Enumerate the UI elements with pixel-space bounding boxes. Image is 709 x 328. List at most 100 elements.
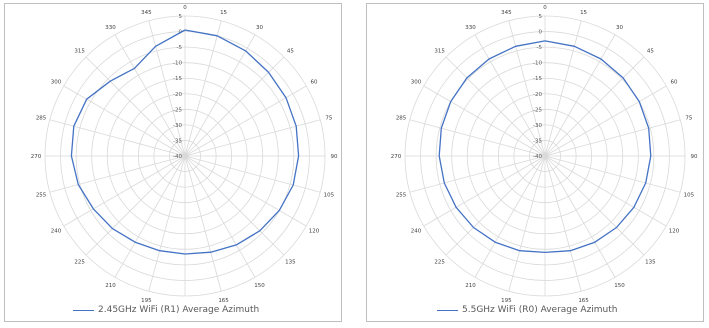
- radial-tick-label: -40: [533, 154, 542, 160]
- grid-spoke: [409, 155, 546, 193]
- radial-tick-label: -40: [173, 154, 182, 160]
- polar-chart-5-5ghz: 0153045607590105120135150165180195210225…: [391, 5, 698, 302]
- angle-label: 105: [324, 193, 335, 199]
- angle-label: 135: [645, 259, 656, 265]
- grid-spoke: [184, 20, 222, 157]
- angle-label: 0: [543, 5, 547, 11]
- grid-spoke: [445, 56, 546, 157]
- angle-label: 285: [396, 115, 407, 121]
- grid-spoke: [184, 155, 285, 256]
- angle-label: 90: [331, 154, 338, 160]
- radial-tick-label: -30: [533, 123, 542, 129]
- grid-spoke: [63, 155, 186, 227]
- radial-tick-label: 5: [539, 14, 543, 20]
- angle-label: 270: [31, 154, 42, 160]
- grid-spoke: [63, 85, 186, 157]
- radial-tick-label: -20: [173, 92, 182, 98]
- angle-label: 165: [578, 298, 589, 302]
- angle-label: 150: [614, 283, 625, 289]
- angle-label: 315: [74, 49, 85, 55]
- grid-spoke: [544, 155, 645, 256]
- grid-spoke: [423, 85, 546, 157]
- series-line-0: [70, 29, 300, 255]
- radial-tick-label: -15: [173, 76, 182, 82]
- angle-label: 150: [254, 283, 265, 289]
- radial-tick-label: -25: [173, 107, 182, 113]
- angle-label: 120: [669, 229, 680, 235]
- radial-tick-label: -5: [537, 45, 543, 51]
- radial-tick-label: -20: [533, 92, 542, 98]
- angle-label: 345: [141, 10, 152, 16]
- grid-spoke: [49, 119, 186, 157]
- radial-tick-label: -5: [177, 45, 183, 51]
- grid-spoke: [184, 155, 222, 292]
- radial-tick-label: -35: [173, 138, 182, 144]
- polar-chart-2-45ghz: 0153045607590105120135150165180195210225…: [31, 5, 338, 302]
- chart-panel-5-5ghz: 0153045607590105120135150165180195210225…: [366, 3, 704, 322]
- grid-spoke: [184, 155, 307, 227]
- grid-spoke: [445, 155, 546, 256]
- grid-spoke: [184, 155, 321, 193]
- angle-label: 135: [285, 259, 296, 265]
- grid-spoke: [423, 155, 546, 227]
- angle-label: 15: [220, 10, 227, 16]
- angle-label: 195: [501, 298, 512, 302]
- grid-spoke: [184, 155, 256, 278]
- legend: 2.45GHz WiFi (R1) Average Azimuth: [73, 302, 259, 318]
- radial-tick-label: -25: [533, 107, 542, 113]
- radial-tick-label: -15: [533, 76, 542, 82]
- angle-label: 225: [74, 259, 85, 265]
- angle-label: 195: [141, 298, 152, 302]
- angle-label: 15: [580, 10, 587, 16]
- angle-label: 315: [434, 49, 445, 55]
- angle-label: 30: [616, 25, 623, 31]
- angle-label: 225: [434, 259, 445, 265]
- angle-label: 300: [51, 80, 62, 86]
- grid-spoke: [148, 20, 186, 157]
- angle-label: 210: [105, 283, 116, 289]
- grid-spoke: [508, 155, 546, 292]
- legend-line-swatch: [437, 309, 458, 311]
- angle-label: 345: [501, 10, 512, 16]
- angle-label: 75: [325, 115, 332, 121]
- radial-tick-label: 5: [179, 14, 183, 20]
- legend-line-swatch: [73, 309, 94, 311]
- radial-tick-label: -10: [173, 61, 182, 67]
- angle-label: 210: [465, 283, 476, 289]
- grid-spoke: [148, 155, 186, 292]
- grid-spoke: [508, 20, 546, 157]
- angle-label: 45: [287, 49, 294, 55]
- grid-spoke: [544, 20, 582, 157]
- angle-label: 285: [36, 115, 47, 121]
- grid-spoke: [49, 155, 186, 193]
- grid-spoke: [114, 155, 186, 278]
- grid-spoke: [85, 155, 186, 256]
- angle-label: 30: [256, 25, 263, 31]
- radial-tick-label: -35: [533, 138, 542, 144]
- grid-spoke: [474, 34, 546, 157]
- grid-spoke: [544, 155, 681, 193]
- angle-label: 105: [684, 193, 695, 199]
- angle-label: 90: [691, 154, 698, 160]
- grid-spoke: [544, 56, 645, 157]
- angle-label: 60: [311, 80, 318, 86]
- radial-tick-label: -30: [173, 123, 182, 129]
- angle-label: 300: [411, 80, 422, 86]
- angle-label: 255: [36, 193, 47, 199]
- chart-panel-2-45ghz: 0153045607590105120135150165180195210225…: [4, 3, 342, 322]
- radial-tick-label: 0: [539, 30, 543, 36]
- radial-tick-label: -10: [533, 61, 542, 67]
- grid-spoke: [184, 34, 256, 157]
- grid-spoke: [184, 119, 321, 157]
- grid-spoke: [474, 155, 546, 278]
- grid-spoke: [184, 56, 285, 157]
- legend-label: 5.5GHz WiFi (R0) Average Azimuth: [462, 305, 618, 315]
- angle-label: 60: [671, 80, 678, 86]
- grid-spoke: [544, 119, 681, 157]
- legend-label: 2.45GHz WiFi (R1) Average Azimuth: [98, 305, 260, 315]
- legend: 5.5GHz WiFi (R0) Average Azimuth: [437, 302, 618, 318]
- angle-label: 0: [183, 5, 187, 11]
- angle-label: 165: [218, 298, 229, 302]
- grid-spoke: [544, 155, 667, 227]
- angle-label: 45: [647, 49, 654, 55]
